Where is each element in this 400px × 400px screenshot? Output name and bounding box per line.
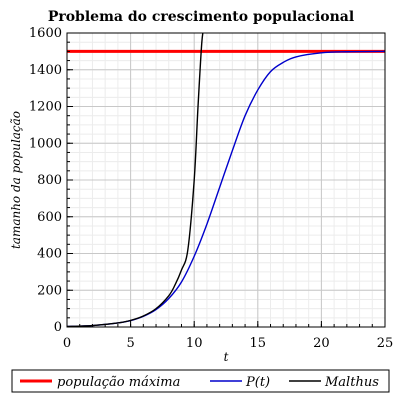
series-line-malthus bbox=[67, 33, 204, 327]
x-tick-label: 25 bbox=[377, 336, 394, 351]
series-lines bbox=[67, 33, 385, 327]
x-tick-label: 0 bbox=[63, 336, 71, 351]
y-tick-label: 400 bbox=[37, 247, 62, 262]
y-tick-label: 1400 bbox=[29, 63, 62, 78]
x-axis-label: t bbox=[224, 350, 229, 364]
x-tick-label: 5 bbox=[126, 336, 134, 351]
y-axis-ticks: 0 200 400 600 800 1000 1200 1400 1600 bbox=[29, 26, 73, 335]
y-axis-label: tamanho da população bbox=[9, 111, 23, 249]
legend-label-maximum-population: população máxima bbox=[57, 375, 180, 390]
y-tick-label: 1600 bbox=[29, 26, 62, 41]
y-tick-label: 1000 bbox=[29, 136, 62, 151]
y-tick-label: 800 bbox=[37, 173, 62, 188]
y-tick-label: 200 bbox=[37, 283, 62, 298]
legend-frame bbox=[11, 369, 390, 393]
y-tick-label: 1200 bbox=[29, 100, 62, 115]
x-axis-ticks: 0 5 10 15 20 25 bbox=[63, 321, 393, 351]
legend-label-malthus: Malthus bbox=[324, 375, 379, 390]
x-tick-label: 10 bbox=[186, 336, 203, 351]
legend-label-p-of-t: P(t) bbox=[245, 375, 270, 390]
x-tick-label: 15 bbox=[250, 336, 267, 351]
chart-title: Problema do crescimento populacional bbox=[48, 9, 354, 25]
x-tick-label: 20 bbox=[313, 336, 330, 351]
legend: população máxima P(t) Malthus bbox=[11, 369, 390, 393]
major-grid bbox=[66, 32, 386, 328]
y-tick-label: 600 bbox=[37, 210, 62, 225]
y-tick-label: 0 bbox=[54, 320, 62, 335]
